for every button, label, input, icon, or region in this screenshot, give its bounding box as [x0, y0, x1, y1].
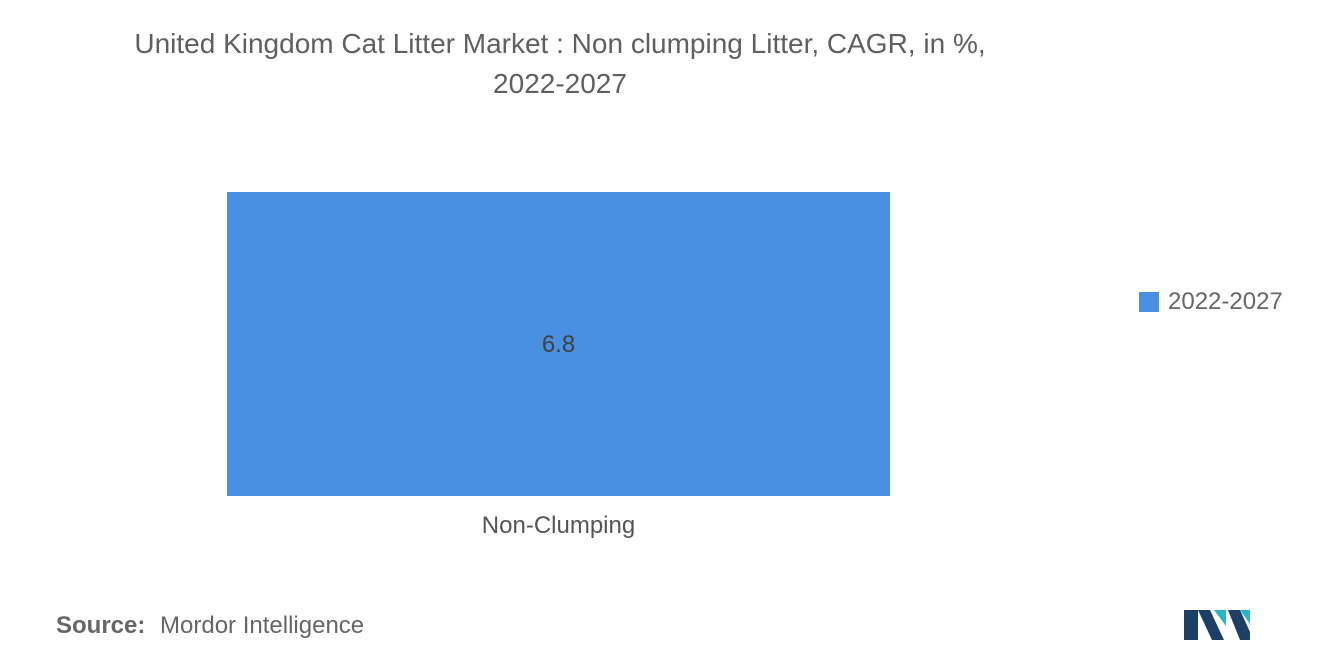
- x-tick-label: Non-Clumping: [482, 512, 635, 539]
- bar-value-label: 6.8: [542, 331, 575, 358]
- source-value: Mordor Intelligence: [160, 612, 365, 639]
- bar-non-clumping: [227, 192, 890, 496]
- mordor-intelligence-logo-icon: [1184, 610, 1250, 640]
- chart-title-line-2: 2022-2027: [493, 68, 627, 99]
- source-note: Source: Mordor Intelligence: [56, 612, 364, 640]
- legend-swatch: [1139, 292, 1159, 312]
- chart-title-line-1: United Kingdom Cat Litter Market : Non c…: [134, 28, 986, 59]
- chart-title: United Kingdom Cat Litter Market : Non c…: [40, 24, 1080, 104]
- source-label: Source:: [56, 612, 146, 639]
- legend: 2022-2027: [1139, 288, 1283, 316]
- legend-label: 2022-2027: [1168, 288, 1283, 315]
